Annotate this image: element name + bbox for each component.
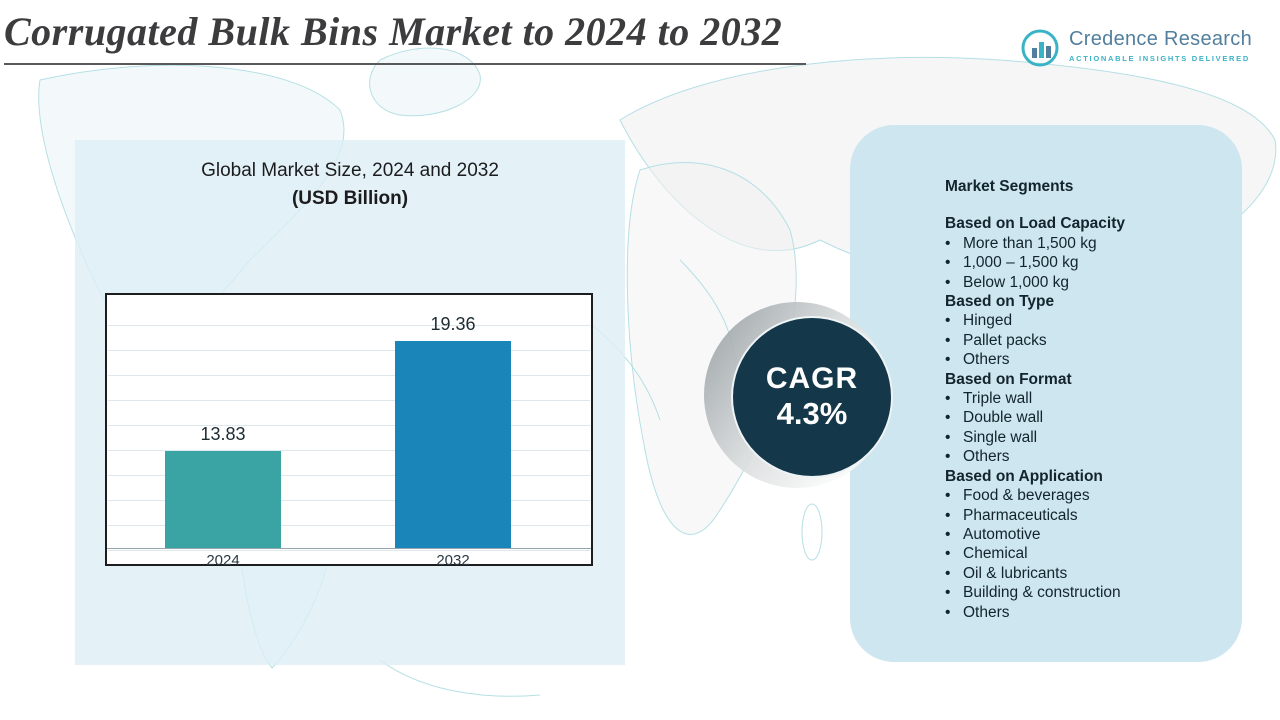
segment-item-label: Oil & lubricants: [963, 564, 1068, 582]
bar-2032: [395, 341, 511, 548]
segment-item-label: Below 1,000 kg: [963, 273, 1069, 291]
segment-item-label: Single wall: [963, 428, 1038, 446]
segment-item-label: Others: [963, 351, 1010, 369]
segment-item-label: 1,000 – 1,500 kg: [963, 254, 1079, 272]
segment-item: • 1,000 – 1,500 kg: [945, 253, 1220, 272]
gridline: [108, 525, 590, 526]
bullet-icon: •: [945, 487, 951, 505]
segment-item-label: Building & construction: [963, 584, 1121, 602]
segment-item: • Building & construction: [945, 583, 1220, 602]
segment-item-label: Pallet packs: [963, 331, 1047, 349]
gridline: [108, 550, 590, 551]
bar-2024: [165, 451, 281, 548]
bullet-icon: •: [945, 525, 951, 543]
segment-item: • Oil & lubricants: [945, 564, 1220, 583]
segment-item: • Pallet packs: [945, 331, 1220, 350]
segment-group-heading: Based on Format: [945, 370, 1072, 388]
bullet-icon: •: [945, 584, 951, 602]
x-axis-tick-label: 2024: [206, 552, 240, 569]
segment-item: • Food & beverages: [945, 486, 1220, 505]
bullet-icon: •: [945, 273, 951, 291]
gridline: [108, 400, 590, 401]
brand-name: Credence Research: [1069, 28, 1252, 50]
bullet-icon: •: [945, 234, 951, 252]
credence-logo-icon: [1021, 29, 1059, 67]
bullet-icon: •: [945, 390, 951, 408]
bar-value-label: 13.83: [200, 424, 246, 444]
segment-item: • Single wall: [945, 428, 1220, 447]
chart-panel: Global Market Size, 2024 and 2032 (USD B…: [75, 140, 625, 665]
segment-item: • Pharmaceuticals: [945, 506, 1220, 525]
page-title: Corrugated Bulk Bins Market to 2024 to 2…: [4, 8, 807, 65]
bullet-icon: •: [945, 312, 951, 330]
segments-title: Market Segments: [945, 178, 1074, 195]
segment-item: • Below 1,000 kg: [945, 273, 1220, 292]
segment-item: • Automotive: [945, 525, 1220, 544]
segment-group-heading: Based on Type: [945, 293, 1055, 311]
segment-item-label: Automotive: [963, 525, 1041, 543]
segment-item-label: More than 1,500 kg: [963, 234, 1097, 252]
segment-item-label: Food & beverages: [963, 487, 1090, 505]
segment-item: • More than 1,500 kg: [945, 234, 1220, 253]
bullet-icon: •: [945, 409, 951, 427]
bullet-icon: •: [945, 506, 951, 524]
segment-group-heading: Based on Load Capacity: [945, 215, 1126, 233]
x-axis-line: [107, 548, 591, 549]
bullet-icon: •: [945, 351, 951, 369]
segment-item-label: Chemical: [963, 545, 1028, 563]
bullet-icon: •: [945, 448, 951, 466]
segment-item: • Chemical: [945, 544, 1220, 563]
segment-item-label: Others: [963, 448, 1010, 466]
gridline: [108, 375, 590, 376]
segment-item-label: Hinged: [963, 312, 1013, 330]
x-axis-tick-label: 2032: [436, 552, 470, 569]
bullet-icon: •: [945, 603, 951, 621]
gridline: [108, 500, 590, 501]
chart-plot: 13.83 2024 19.36 2032: [105, 293, 593, 569]
segments-list: Market Segments Based on Load Capacity • M…: [945, 177, 1220, 622]
brand-tagline: Actionable Insights Delivered: [1069, 54, 1250, 63]
segment-item: • Double wall: [945, 408, 1220, 427]
gridline: [108, 450, 590, 451]
gridline: [108, 325, 590, 326]
segment-item-label: Others: [963, 603, 1010, 621]
bullet-icon: •: [945, 331, 951, 349]
brand-logo: Credence Research Actionable Insights De…: [1020, 28, 1252, 68]
brand-text: Credence Research Actionable Insights De…: [1069, 28, 1252, 63]
chart-heading: Global Market Size, 2024 and 2032 (USD B…: [75, 160, 625, 210]
bullet-icon: •: [945, 545, 951, 563]
segments-panel: Market Segments Based on Load Capacity • M…: [850, 125, 1242, 662]
cagr-label: CAGR: [765, 361, 859, 395]
bullet-icon: •: [945, 428, 951, 446]
cagr-badge: CAGR 4.3%: [731, 316, 893, 478]
chart-title: Global Market Size, 2024 and 2032: [201, 160, 499, 181]
chart-subtitle: (USD Billion): [291, 188, 409, 209]
bar-value-label: 19.36: [430, 314, 476, 334]
segment-item: • Triple wall: [945, 389, 1220, 408]
segment-item: • Others: [945, 447, 1220, 466]
gridline: [108, 350, 590, 351]
segment-item: • Others: [945, 350, 1220, 369]
segment-item: • Others: [945, 603, 1220, 622]
gridline: [108, 425, 590, 426]
bullet-icon: •: [945, 254, 951, 272]
segment-item-label: Triple wall: [963, 390, 1033, 408]
segment-item-label: Double wall: [963, 409, 1044, 427]
segment-item-label: Pharmaceuticals: [963, 506, 1078, 524]
segment-item: • Hinged: [945, 311, 1220, 330]
bullet-icon: •: [945, 564, 951, 582]
cagr-value: 4.3%: [776, 395, 848, 431]
gridline: [108, 475, 590, 476]
segment-group-heading: Based on Application: [945, 467, 1103, 485]
